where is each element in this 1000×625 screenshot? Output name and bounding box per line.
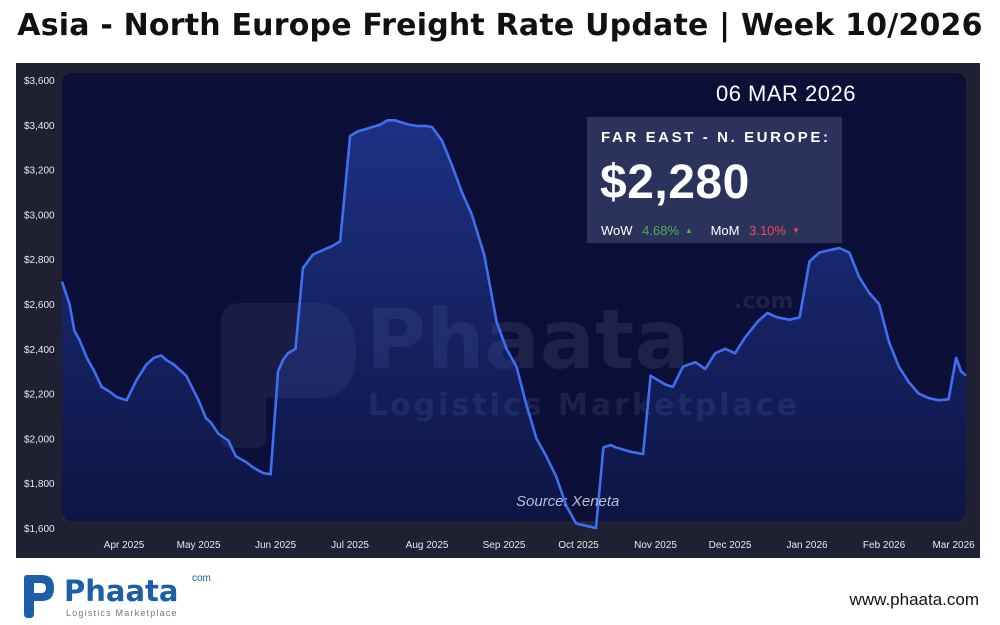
x-tick-label: Feb 2026	[863, 540, 906, 551]
y-tick-label: $1,600	[24, 524, 55, 535]
y-tick-label: $3,200	[24, 166, 55, 177]
phaata-logo[interactable]: Phaata com Logistics Marketplace	[20, 572, 220, 620]
wow-value: 4.68%	[642, 223, 680, 238]
x-tick-label: Apr 2025	[104, 540, 145, 551]
series-line	[60, 119, 967, 530]
mom-value: 3.10%	[749, 223, 786, 238]
down-arrow-icon: ▼	[791, 226, 800, 235]
x-tick-label: May 2025	[177, 540, 221, 551]
change-row: WoW 4.68% ▲ MoM 3.10% ▼	[601, 223, 800, 238]
date-label: 06 MAR 2026	[715, 81, 856, 106]
y-tick-label: $1,800	[24, 479, 55, 490]
x-tick-label: Dec 2025	[709, 540, 752, 551]
watermark-domain: .com	[734, 289, 793, 314]
x-tick-label: Mar 2026	[932, 540, 975, 551]
route-label: FAR EAST - N. EUROPE:	[601, 129, 831, 146]
up-arrow-icon: ▲	[685, 226, 693, 235]
x-axis: Apr 2025 May 2025 Jun 2025 Jul 2025 Aug 2025…	[104, 540, 975, 551]
y-tick-label: $2,400	[24, 345, 55, 356]
x-tick-label: Jan 2026	[786, 540, 828, 551]
y-tick-label: $2,800	[24, 255, 55, 266]
x-tick-label: Nov 2025	[634, 540, 677, 551]
x-tick-label: Aug 2025	[406, 540, 449, 551]
series-area	[62, 120, 966, 529]
rate-info-box: FAR EAST - N. EUROPE: $2,280 WoW 4.68% ▲ …	[587, 117, 842, 243]
x-tick-label: Sep 2025	[483, 540, 526, 551]
x-tick-label: Oct 2025	[558, 540, 599, 551]
website-link[interactable]: www.phaata.com	[849, 590, 979, 609]
y-tick-label: $3,600	[24, 76, 55, 87]
page-title: Asia - North Europe Freight Rate Update …	[17, 8, 983, 43]
wow-label: WoW	[601, 223, 633, 238]
phaata-logo-icon	[24, 575, 54, 618]
y-tick-label: $2,600	[24, 300, 55, 311]
y-tick-label: $2,200	[24, 390, 55, 401]
y-axis: $1,600 $1,800 $2,000 $2,200 $2,400 $2,600 $2,8…	[24, 76, 55, 535]
current-price: $2,280	[600, 156, 750, 209]
x-tick-label: Jul 2025	[331, 540, 369, 551]
y-tick-label: $3,000	[24, 210, 55, 221]
logo-name: Phaata	[64, 574, 179, 608]
y-tick-label: $2,000	[24, 434, 55, 445]
chart-frame: Phaata Logistics Marketplace .com $1,600 $1…	[16, 63, 980, 558]
mom-label: MoM	[710, 223, 740, 238]
logo-tagline: Logistics Marketplace	[66, 608, 178, 618]
x-tick-label: Jun 2025	[255, 540, 297, 551]
source-label: Source: Xeneta	[516, 493, 620, 510]
logo-domain: com	[192, 573, 211, 584]
y-tick-label: $3,400	[24, 121, 55, 132]
